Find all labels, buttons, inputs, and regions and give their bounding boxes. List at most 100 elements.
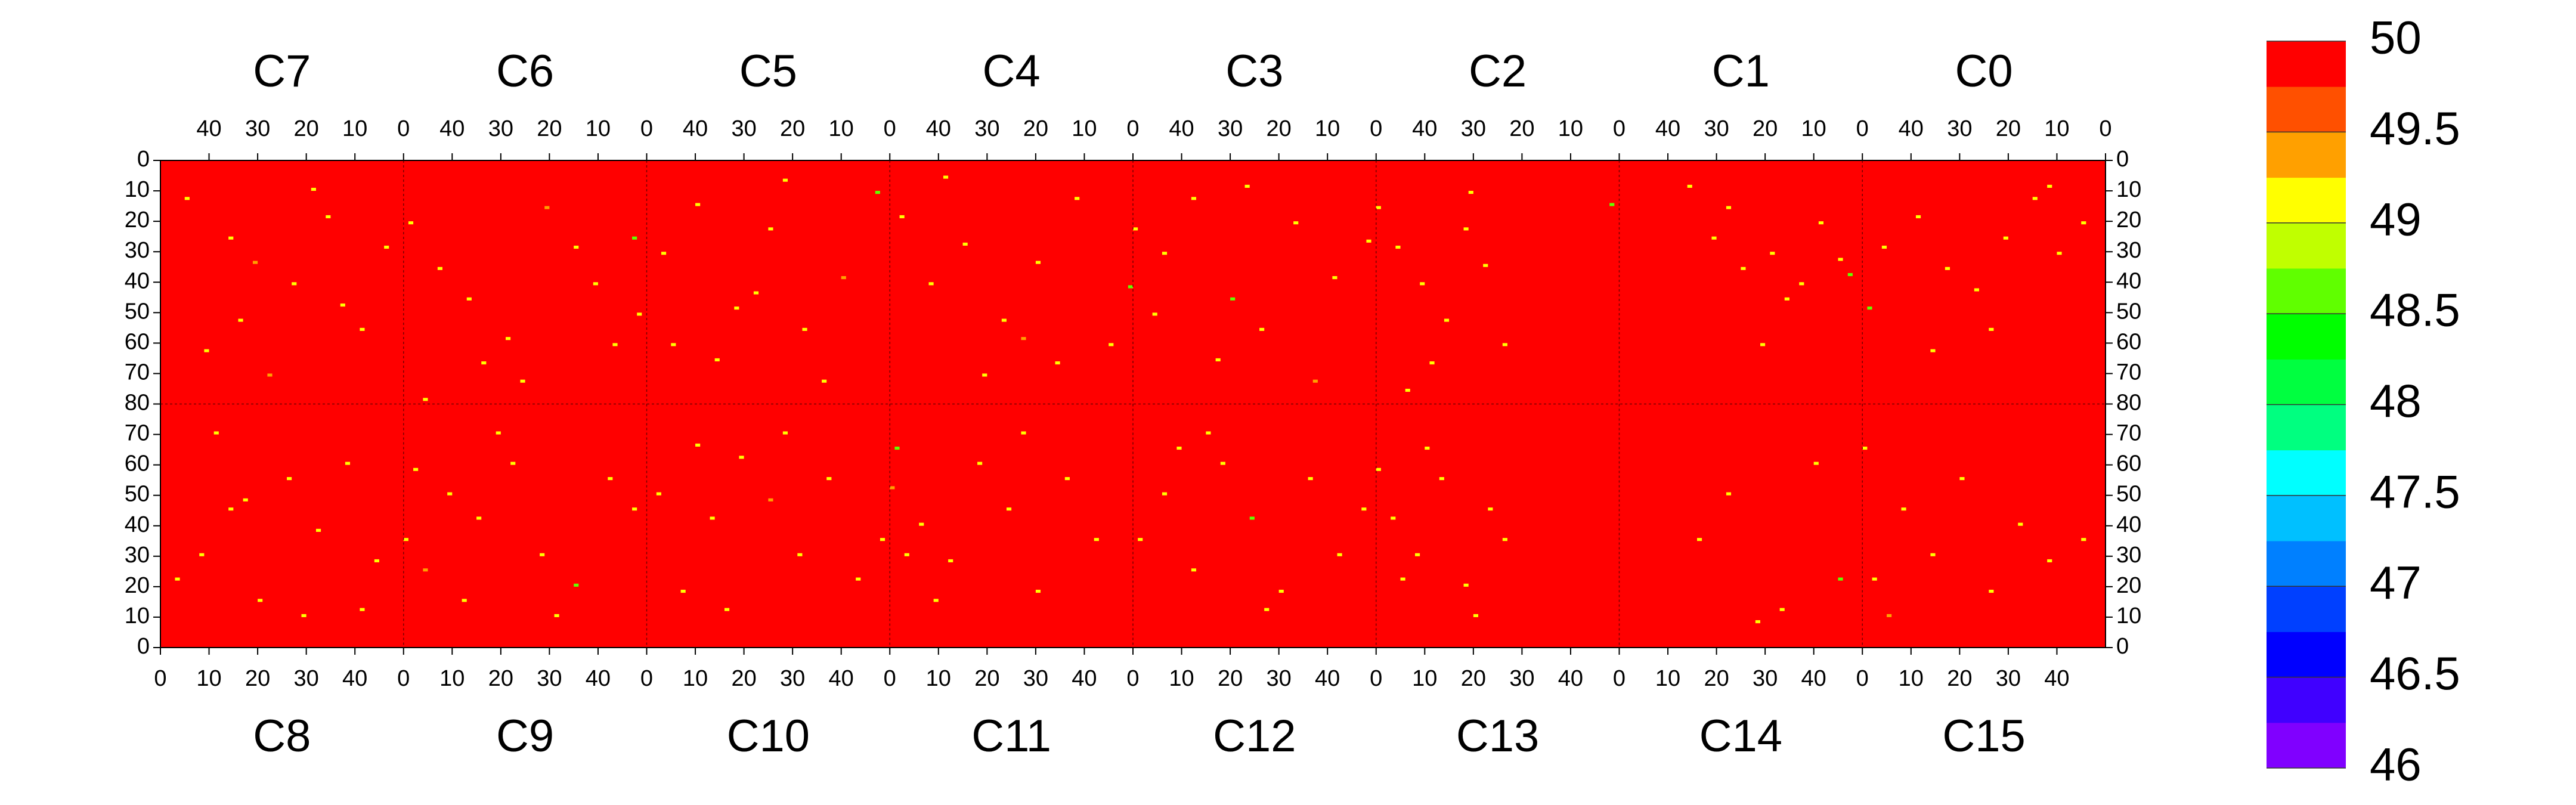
x-tick-label: 30 bbox=[1996, 666, 2021, 691]
x-tick-label: 10 bbox=[926, 666, 951, 691]
panel-title: C4 bbox=[983, 46, 1041, 97]
x-tick-label: 0 bbox=[884, 666, 896, 691]
heatmap-cell bbox=[1784, 297, 1789, 301]
x-tick-label: 10 bbox=[683, 666, 708, 691]
x-tick-label: 30 bbox=[974, 116, 999, 141]
y-tick-label: 30 bbox=[2116, 543, 2141, 568]
y-tick-label: 30 bbox=[2116, 238, 2141, 263]
heatmap-cell bbox=[1915, 215, 1921, 219]
heatmap-cell bbox=[680, 589, 686, 593]
heatmap-cell bbox=[656, 492, 661, 496]
panel-title: C7 bbox=[253, 46, 311, 97]
x-tick-label: 30 bbox=[731, 116, 756, 141]
colorbar-band bbox=[2267, 631, 2346, 678]
y-tick-label: 70 bbox=[125, 360, 150, 385]
heatmap-cell bbox=[2047, 559, 2052, 563]
heatmap-cell bbox=[943, 175, 949, 179]
heatmap-cell bbox=[540, 553, 545, 556]
x-tick-label: 10 bbox=[1558, 116, 1583, 141]
x-tick-label: 40 bbox=[196, 116, 221, 141]
colorbar-band bbox=[2267, 541, 2346, 587]
x-tick-label: 40 bbox=[1801, 666, 1826, 691]
heatmap-cell bbox=[423, 398, 428, 401]
heatmap-cell bbox=[1473, 614, 1479, 617]
colorbar-band bbox=[2267, 450, 2346, 496]
heatmap-cell bbox=[1230, 297, 1236, 301]
heatmap-cell bbox=[228, 507, 234, 511]
heatmap-cell bbox=[1872, 577, 1877, 581]
heatmap-cell bbox=[437, 267, 442, 270]
x-tick-label: 20 bbox=[537, 116, 562, 141]
heatmap-cell bbox=[982, 373, 987, 377]
x-tick-label: 10 bbox=[586, 116, 611, 141]
heatmap-cell bbox=[2003, 236, 2008, 240]
heatmap-cell bbox=[2032, 197, 2038, 200]
y-tick-label: 20 bbox=[125, 208, 150, 233]
colorbar-band bbox=[2267, 86, 2346, 132]
colorbar-tick-label: 46.5 bbox=[2370, 647, 2460, 699]
x-tick-label: 0 bbox=[1370, 116, 1382, 141]
y-tick-label: 70 bbox=[2116, 421, 2141, 446]
heatmap-cell bbox=[1162, 492, 1168, 496]
heatmap-cell bbox=[238, 318, 243, 322]
heatmap-cell bbox=[2018, 522, 2023, 526]
heatmap-cell bbox=[904, 553, 909, 556]
heatmap-cell bbox=[1429, 361, 1435, 365]
heatmap-cell bbox=[1395, 245, 1401, 249]
x-tick-label: 40 bbox=[683, 116, 708, 141]
heatmap-cell bbox=[326, 215, 331, 219]
heatmap-cell bbox=[496, 431, 501, 435]
x-tick-label: 30 bbox=[780, 666, 805, 691]
y-tick-label: 10 bbox=[2116, 603, 2141, 628]
heatmap-cell bbox=[574, 245, 579, 249]
heatmap-cell bbox=[345, 462, 351, 465]
panel-title: C9 bbox=[496, 711, 554, 761]
y-tick-label: 0 bbox=[2116, 147, 2129, 172]
heatmap-cell bbox=[1293, 221, 1299, 225]
x-tick-label: 20 bbox=[1023, 116, 1048, 141]
colorbar-band bbox=[2267, 177, 2346, 224]
heatmap-cell bbox=[1959, 477, 1965, 481]
x-tick-label: 30 bbox=[245, 116, 270, 141]
x-tick-label: 10 bbox=[1899, 666, 1924, 691]
heatmap-cell bbox=[462, 599, 467, 602]
heatmap-cell bbox=[510, 462, 516, 465]
heatmap-cell bbox=[252, 261, 258, 264]
x-tick-label: 40 bbox=[1072, 666, 1097, 691]
y-tick-label: 0 bbox=[137, 634, 150, 659]
heatmap-cell bbox=[403, 538, 408, 541]
heatmap-cell bbox=[1414, 553, 1420, 556]
heatmap-cell bbox=[1064, 477, 1070, 481]
x-tick-label: 0 bbox=[640, 116, 653, 141]
heatmap-cell bbox=[1420, 282, 1425, 286]
heatmap-cell bbox=[1191, 197, 1197, 200]
x-tick-label: 30 bbox=[1947, 116, 1972, 141]
panel-title: C5 bbox=[739, 46, 797, 97]
heatmap-cell bbox=[1366, 239, 1371, 243]
heatmap-cell bbox=[1332, 276, 1337, 280]
heatmap-cell bbox=[1867, 306, 1872, 310]
x-tick-label: 10 bbox=[1169, 666, 1194, 691]
heatmap-cell bbox=[1220, 462, 1225, 465]
heatmap-cell bbox=[1989, 327, 1994, 331]
heatmap-cell bbox=[695, 203, 701, 206]
x-tick-label: 20 bbox=[294, 116, 319, 141]
y-tick-label: 40 bbox=[2116, 268, 2141, 293]
heatmap-cell bbox=[1609, 203, 1615, 206]
heatmap-cell bbox=[243, 498, 248, 501]
y-tick-label: 50 bbox=[125, 299, 150, 324]
heatmap-cell bbox=[1361, 507, 1367, 511]
heatmap-cell bbox=[1001, 318, 1007, 322]
y-tick-label: 60 bbox=[125, 329, 150, 354]
heatmap-cell bbox=[1444, 318, 1450, 322]
x-tick-label: 20 bbox=[1753, 116, 1778, 141]
x-tick-label: 40 bbox=[439, 116, 465, 141]
heatmap-cell bbox=[1696, 538, 1702, 541]
x-tick-label: 20 bbox=[1704, 666, 1729, 691]
y-tick-label: 10 bbox=[125, 177, 150, 202]
heatmap-cell bbox=[1264, 608, 1270, 611]
heatmap-cell bbox=[199, 553, 205, 556]
heatmap-cell bbox=[267, 373, 273, 377]
heatmap-cell bbox=[1391, 516, 1396, 520]
x-tick-label: 40 bbox=[1655, 116, 1680, 141]
